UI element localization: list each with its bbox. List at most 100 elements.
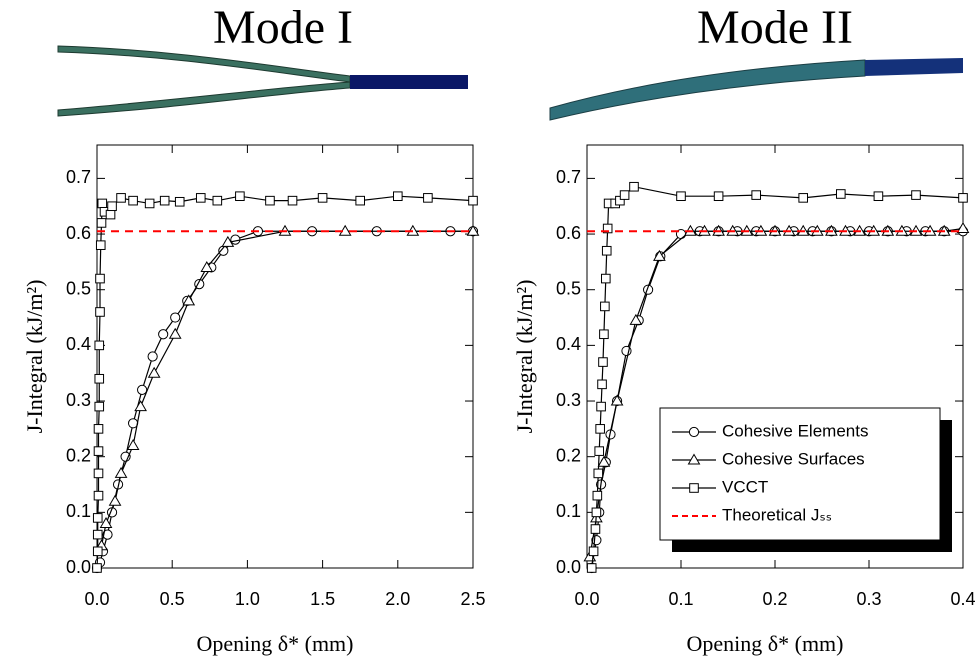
- square-marker: [689, 483, 699, 493]
- square-marker: [598, 357, 608, 367]
- x-axis-label: Opening δ* (mm): [196, 631, 353, 656]
- square-marker: [595, 424, 605, 434]
- triangle-marker: [108, 494, 122, 506]
- square-marker: [601, 273, 611, 284]
- square-marker: [97, 198, 108, 209]
- triangle-marker: [610, 394, 624, 406]
- square-marker: [92, 546, 103, 557]
- y-tick-label: 0.1: [66, 501, 91, 521]
- square-marker: [798, 193, 809, 203]
- triangle-marker: [466, 224, 480, 236]
- square-marker: [116, 193, 126, 203]
- square-marker: [629, 181, 639, 192]
- triangle-marker: [200, 260, 214, 272]
- square-marker: [144, 198, 155, 209]
- y-tick-label: 0.0: [66, 557, 91, 577]
- x-tick-label: 0.0: [84, 589, 109, 609]
- square-marker: [619, 190, 630, 200]
- mode-one-beam: [57, 45, 468, 117]
- x-tick-label: 1.5: [310, 589, 335, 609]
- series: [92, 191, 478, 573]
- series-line: [100, 230, 473, 546]
- square-marker: [94, 340, 105, 351]
- series: [91, 226, 479, 574]
- series-line: [96, 195, 474, 569]
- x-tick-label: 2.5: [460, 589, 485, 609]
- square-marker: [911, 190, 921, 200]
- square-marker: [676, 191, 686, 202]
- square-marker: [468, 195, 478, 206]
- square-marker: [92, 529, 103, 540]
- triangle-marker: [956, 221, 970, 233]
- y-tick-label: 0.3: [556, 390, 581, 410]
- y-tick-label: 0.4: [556, 334, 581, 354]
- square-marker: [195, 193, 206, 203]
- square-marker: [596, 401, 606, 412]
- square-marker: [174, 196, 185, 207]
- square-marker: [265, 195, 275, 206]
- square-marker: [393, 191, 403, 202]
- square-marker: [92, 513, 103, 523]
- x-tick-label: 0.4: [950, 589, 975, 609]
- mode-two-beam: [549, 58, 963, 121]
- triangle-marker: [126, 439, 140, 451]
- legend-box: [659, 407, 941, 541]
- square-marker: [287, 195, 298, 206]
- x-tick-label: 1.0: [235, 589, 260, 609]
- square-marker: [713, 191, 724, 202]
- square-marker: [597, 379, 607, 390]
- square-marker: [128, 195, 138, 206]
- legend-label: Cohesive Surfaces: [722, 449, 865, 468]
- y-tick-label: 0.3: [66, 390, 91, 410]
- square-marker: [592, 490, 603, 501]
- square-marker: [317, 193, 328, 203]
- y-tick-label: 0.5: [66, 278, 91, 298]
- square-marker: [601, 245, 612, 256]
- square-marker: [836, 189, 846, 199]
- legend-label: VCCT: [722, 477, 768, 496]
- triangle-marker: [134, 400, 147, 412]
- square-marker: [591, 507, 602, 518]
- y-tick-label: 0.2: [66, 445, 91, 465]
- square-marker: [423, 193, 433, 203]
- square-marker: [355, 195, 365, 206]
- y-tick-label: 0.4: [66, 334, 91, 354]
- square-marker: [958, 193, 968, 203]
- square-marker: [93, 490, 104, 501]
- square-marker: [93, 446, 104, 456]
- x-axis-label: Opening δ* (mm): [686, 631, 843, 656]
- legend-label: Cohesive Elements: [722, 421, 868, 440]
- y-tick-label: 0.7: [556, 167, 581, 187]
- square-marker: [93, 424, 104, 434]
- y-axis-label: J-Integral (kJ/m²): [512, 280, 537, 434]
- triangle-marker: [182, 294, 196, 306]
- square-marker: [588, 546, 599, 557]
- circle-marker: [147, 351, 158, 362]
- y-tick-label: 0.5: [556, 278, 581, 298]
- triangle-marker: [168, 327, 182, 339]
- plot-frame: [96, 144, 474, 569]
- square-marker: [95, 240, 106, 250]
- triangle-marker: [653, 249, 666, 261]
- triangle-marker: [597, 455, 611, 467]
- square-marker: [107, 201, 117, 212]
- y-tick-label: 0.1: [556, 501, 581, 521]
- square-marker: [873, 191, 884, 202]
- x-tick-label: 0.1: [668, 589, 693, 609]
- x-tick-label: 0.2: [762, 589, 787, 609]
- circle-marker: [158, 329, 169, 340]
- triangle-marker: [629, 313, 643, 325]
- circle-marker: [102, 529, 113, 540]
- circle-marker: [170, 312, 181, 323]
- square-marker: [590, 524, 601, 534]
- square-marker: [212, 195, 223, 206]
- square-marker: [586, 563, 597, 573]
- square-marker: [93, 468, 104, 479]
- y-tick-label: 0.6: [66, 223, 91, 243]
- square-marker: [235, 191, 245, 202]
- square-marker: [92, 563, 102, 573]
- square-marker: [751, 190, 762, 200]
- triangle-marker: [147, 366, 161, 378]
- square-marker: [599, 329, 609, 340]
- square-marker: [593, 468, 604, 479]
